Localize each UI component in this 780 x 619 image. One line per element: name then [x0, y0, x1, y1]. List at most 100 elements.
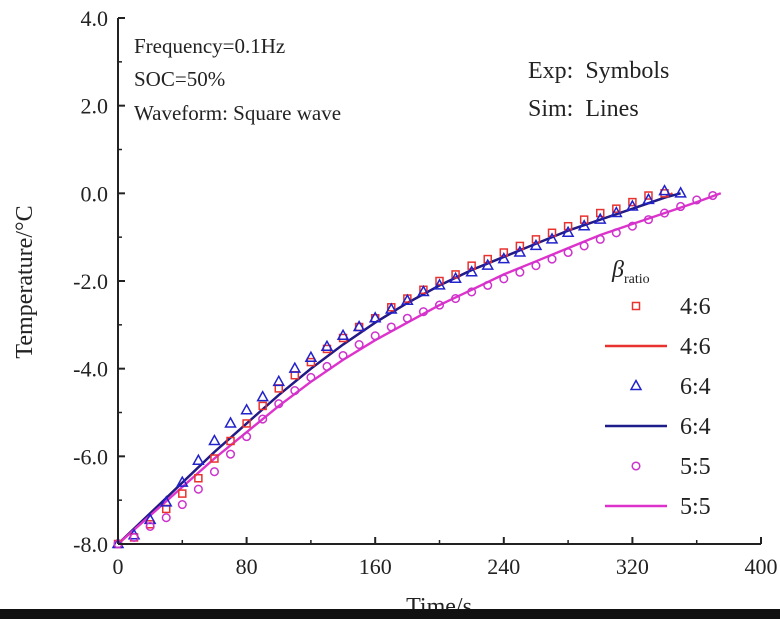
exp-point-6-4: [304, 350, 318, 362]
exp-point-6-4: [288, 361, 302, 373]
exp-point-5-5: [531, 261, 541, 271]
exp-point-6-4: [481, 258, 494, 270]
exp-point-6-4: [352, 319, 366, 332]
legend-label: 6:4: [680, 414, 711, 440]
exp-point-4-6: [563, 221, 573, 231]
exp-point-4-6: [612, 204, 621, 213]
annotation-soc: SOC=50%: [134, 67, 225, 91]
exp-point-4-6: [210, 454, 219, 463]
exp-point-6-4: [577, 219, 591, 231]
exp-point-5-5: [258, 414, 268, 424]
exp-point-6-4: [159, 495, 173, 507]
y-tick-label: 2.0: [81, 94, 109, 119]
exp-point-5-5: [242, 432, 252, 442]
exp-point-4-6: [435, 276, 444, 286]
exp-point-5-5: [611, 228, 621, 238]
exp-point-4-6: [467, 261, 476, 270]
exp-point-4-6: [483, 254, 492, 264]
y-tick-label: -2.0: [73, 269, 108, 294]
exp-point-4-6: [306, 357, 316, 367]
exp-point-5-5: [402, 313, 412, 323]
x-tick-label: 160: [359, 554, 392, 579]
exp-point-4-6: [547, 228, 557, 238]
exp-point-5-5: [290, 386, 300, 396]
exp-point-5-5: [595, 234, 605, 244]
exp-point-5-5: [129, 532, 139, 542]
annotation-sim-lines: Sim: Lines: [528, 96, 639, 122]
exp-point-6-4: [272, 374, 286, 387]
y-tick-label: -6.0: [73, 444, 108, 469]
annotation-exp-symbols: Exp: Symbols: [528, 58, 669, 84]
exp-point-6-4: [176, 475, 189, 487]
exp-point-5-5: [515, 267, 525, 277]
exp-point-4-6: [628, 197, 637, 207]
legend-marker-swatch: [631, 461, 641, 471]
exp-point-5-5: [660, 208, 670, 218]
exp-point-5-5: [692, 195, 702, 205]
exp-point-6-4: [417, 284, 430, 297]
tick-labels: 0 80 160 240 320 400 4.0 2.0 0.0 -2.0 -4.0 -6.0 -8.0: [73, 6, 777, 579]
exp-point-5-5: [354, 340, 364, 350]
exp-point-6-4: [561, 225, 575, 238]
exp-point-6-4: [593, 212, 607, 224]
x-tick-label: 400: [745, 554, 778, 579]
simulation-lines: [117, 192, 722, 545]
exp-point-5-5: [434, 300, 445, 310]
exp-point-4-6: [499, 248, 509, 257]
exp-point-6-4: [626, 199, 639, 211]
exp-point-5-5: [274, 399, 284, 409]
legend-label: 4:6: [680, 294, 711, 320]
exp-point-6-4: [658, 184, 671, 196]
experimental-markers: [111, 184, 718, 549]
exp-point-6-4: [336, 328, 350, 341]
bottom-edge-bar: [0, 609, 780, 619]
exp-point-5-5: [193, 484, 203, 494]
exp-point-4-6: [242, 419, 251, 428]
exp-point-6-4: [208, 433, 221, 446]
exp-point-5-5: [386, 322, 396, 332]
x-tick-label: 80: [236, 554, 258, 579]
sim-line-6-4: [117, 192, 681, 545]
exp-point-5-5: [322, 361, 332, 372]
exp-point-5-5: [225, 449, 236, 459]
exp-point-4-6: [531, 235, 541, 244]
legend-label: 6:4: [680, 374, 711, 400]
exp-point-4-6: [451, 270, 460, 279]
annotation-frequency: Frequency=0.1Hz: [134, 34, 285, 58]
exp-point-5-5: [306, 372, 316, 382]
exp-point-6-4: [513, 245, 527, 257]
exp-point-6-4: [224, 416, 237, 428]
exp-point-6-4: [401, 293, 414, 305]
sim-line-5-5: [117, 192, 722, 545]
exp-point-5-5: [563, 247, 573, 258]
exp-point-6-4: [610, 206, 623, 218]
exp-point-4-6: [644, 191, 653, 200]
exp-point-4-6: [579, 215, 589, 224]
x-tick-label: 240: [487, 554, 520, 579]
exp-point-4-6: [258, 401, 267, 411]
exp-point-4-6: [226, 436, 235, 446]
exp-point-5-5: [499, 274, 509, 284]
exp-point-5-5: [467, 287, 477, 297]
exp-point-5-5: [418, 307, 428, 317]
legend-marker-swatch: [631, 301, 641, 311]
exp-point-5-5: [338, 350, 348, 361]
exp-point-4-6: [194, 474, 203, 483]
exp-point-5-5: [483, 280, 493, 290]
y-tick-label: 4.0: [81, 6, 109, 31]
exp-point-5-5: [161, 513, 171, 523]
y-tick-label: -8.0: [73, 532, 108, 557]
exp-point-6-4: [240, 403, 253, 415]
y-axis-title: Temperature/°C: [12, 205, 38, 358]
exp-point-6-4: [256, 390, 269, 402]
exp-point-5-5: [451, 293, 461, 304]
legend-label: 5:5: [680, 454, 711, 480]
legend-marker-swatch: [629, 378, 643, 391]
exp-point-6-4: [465, 265, 478, 277]
exp-point-4-6: [178, 489, 187, 498]
exp-point-6-4: [385, 302, 398, 314]
exp-point-5-5: [547, 254, 557, 264]
exp-point-5-5: [627, 221, 637, 231]
exp-point-6-4: [529, 238, 543, 251]
legend-label: 5:5: [680, 494, 711, 520]
